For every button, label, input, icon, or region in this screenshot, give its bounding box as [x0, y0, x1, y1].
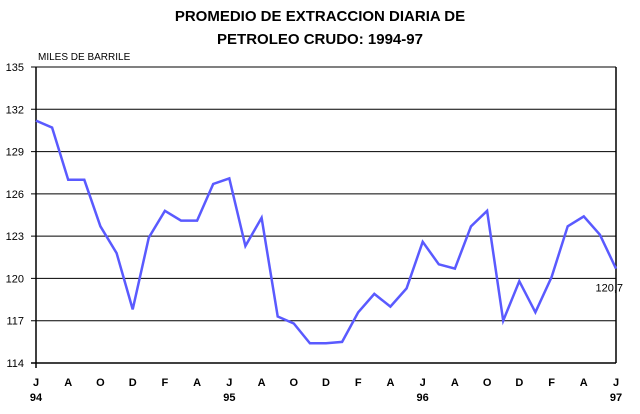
x-tick-label: J — [226, 377, 232, 389]
y-tick-label: 117 — [6, 316, 24, 328]
chart-title-line-1: PROMEDIO DE EXTRACCION DIARIA DE — [174, 8, 466, 25]
x-tick-label: O — [96, 377, 105, 389]
x-tick-label: A — [64, 377, 72, 389]
x-tick-label: J — [33, 377, 39, 389]
y-tick-label: 120 — [6, 273, 24, 285]
x-tick-label: J — [420, 377, 426, 389]
year-label: 96 — [417, 392, 429, 404]
x-tick-label: D — [322, 377, 330, 389]
x-tick-label: J — [613, 377, 619, 389]
year-label: 97 — [610, 392, 622, 404]
chart-title-line-2: PETROLEO CRUDO: 1994-97 — [217, 31, 423, 48]
series-line — [35, 119, 618, 345]
y-tick-label: 129 — [6, 147, 24, 159]
x-tick-label: A — [193, 377, 201, 389]
x-tick-label: D — [129, 377, 137, 389]
year-label: 95 — [223, 392, 235, 404]
y-tick-label: 135 — [6, 62, 24, 74]
x-tick-label: D — [515, 377, 523, 389]
x-tick-label: O — [289, 377, 298, 389]
x-tick-label: A — [451, 377, 459, 389]
x-tick-label: A — [386, 377, 394, 389]
y-axis-label: MILES DE BARRILE — [38, 52, 131, 63]
y-tick-label: 114 — [6, 358, 24, 370]
data-label: 120,7 — [595, 283, 623, 295]
x-tick-label: A — [580, 377, 588, 389]
x-tick-label: F — [548, 377, 555, 389]
x-tick-label: O — [483, 377, 492, 389]
year-label: 94 — [30, 392, 43, 404]
x-tick-label: A — [258, 377, 266, 389]
y-tick-label: 123 — [6, 231, 24, 243]
y-tick-label: 132 — [6, 104, 24, 116]
x-tick-label: F — [162, 377, 169, 389]
x-tick-label: F — [355, 377, 362, 389]
y-tick-label: 126 — [6, 189, 24, 201]
